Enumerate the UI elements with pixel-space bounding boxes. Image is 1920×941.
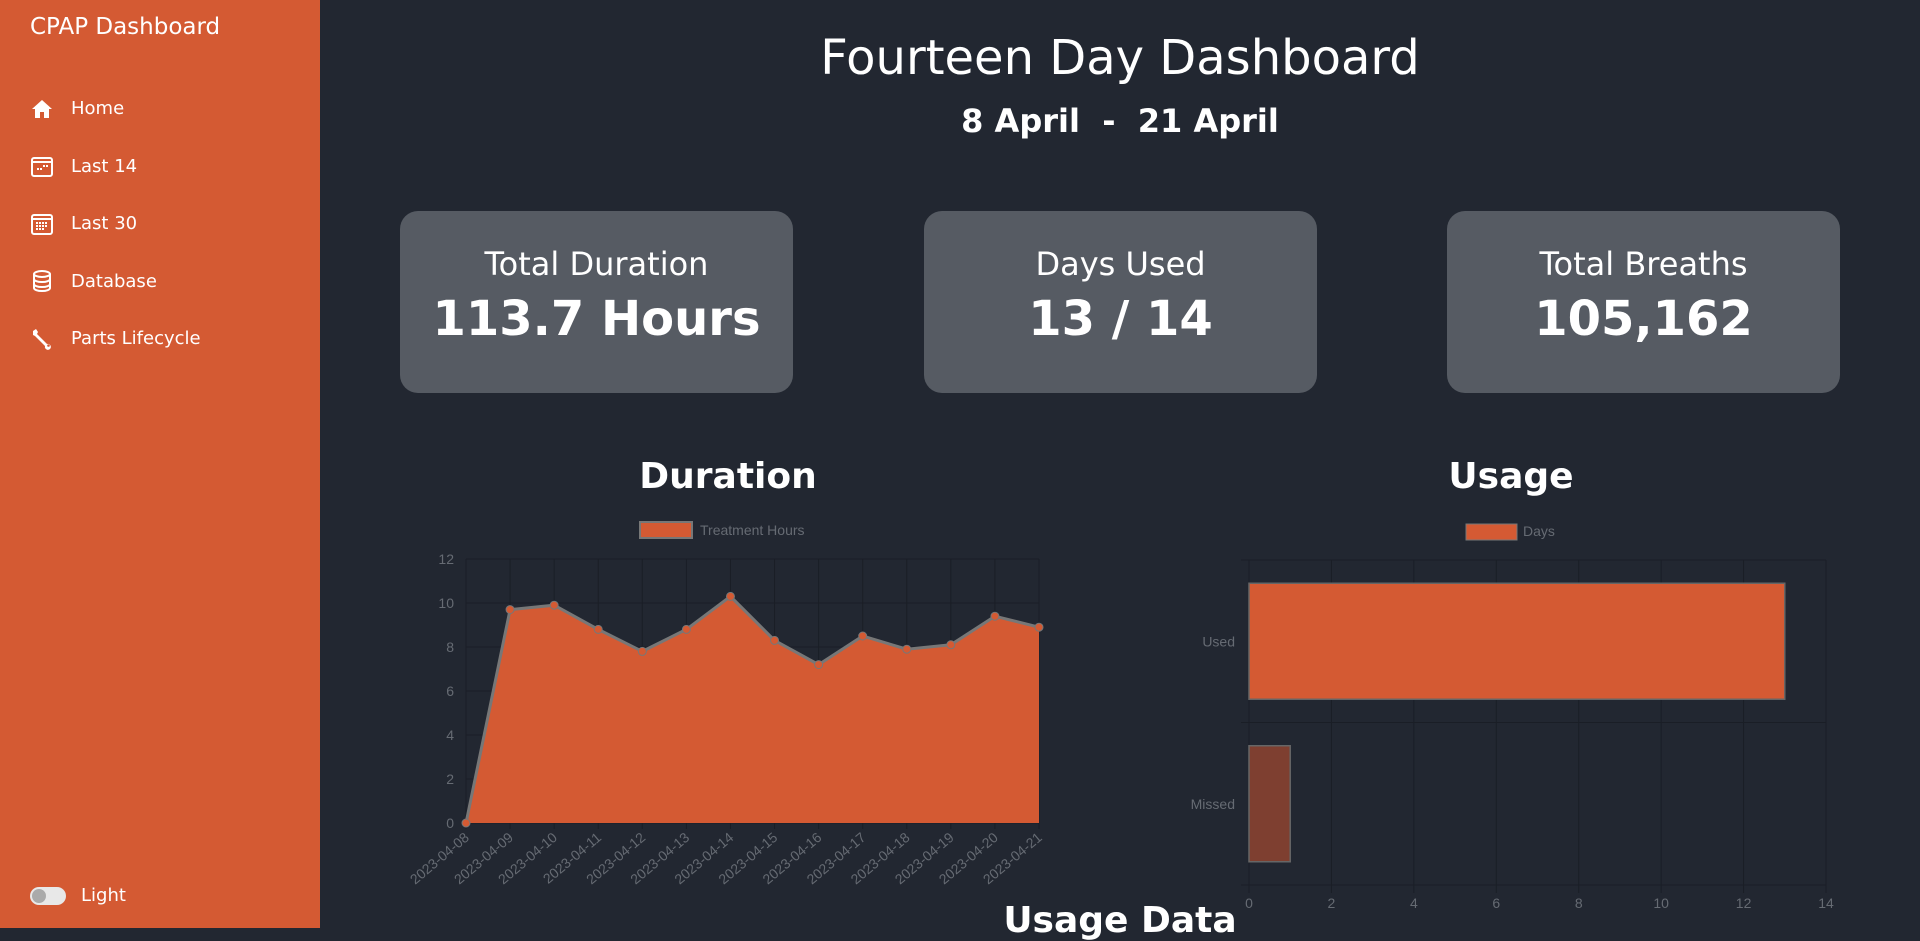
card-total-breaths: Total Breaths 105,162: [1447, 211, 1840, 393]
duration-chart-title: Duration: [639, 456, 817, 497]
sidebar-item-last-30[interactable]: Last 30: [30, 195, 201, 253]
card-days-used: Days Used 13 / 14: [924, 211, 1317, 393]
sidebar-item-last-14[interactable]: Last 14: [30, 138, 201, 196]
sidebar-item-parts-lifecycle[interactable]: Parts Lifecycle: [30, 310, 201, 368]
sidebar-item-label: Last 14: [71, 155, 138, 177]
card-total-duration: Total Duration 113.7 Hours: [400, 211, 793, 393]
card-value: 105,162: [1534, 291, 1753, 347]
card-label: Total Duration: [484, 245, 709, 283]
sidebar-item-label: Database: [71, 270, 157, 292]
calendar-week-icon: [31, 157, 53, 178]
sidebar-item-home[interactable]: Home: [30, 80, 201, 138]
card-value: 113.7 Hours: [432, 291, 761, 347]
card-label: Total Breaths: [1539, 245, 1748, 283]
usage-data-heading: Usage Data: [1003, 900, 1237, 941]
main-content: Fourteen Day Dashboard 8 April - 21 Apri…: [320, 0, 1920, 941]
toggle-switch[interactable]: [30, 886, 66, 905]
card-label: Days Used: [1035, 245, 1206, 283]
page-title: Fourteen Day Dashboard: [820, 30, 1420, 86]
theme-toggle-label: Light: [81, 885, 126, 906]
sidebar-item-label: Parts Lifecycle: [71, 328, 201, 350]
sidebar-item-database[interactable]: Database: [30, 253, 201, 311]
sidebar-item-label: Last 30: [71, 213, 138, 235]
sidebar: CPAP Dashboard Home Last 14 Last 30 Data…: [0, 0, 320, 928]
wrench-icon: [33, 328, 51, 350]
theme-toggle[interactable]: Light: [30, 885, 126, 906]
sidebar-item-label: Home: [71, 98, 125, 120]
nav-menu: Home Last 14 Last 30 Database Parts Life…: [30, 80, 201, 368]
database-icon: [33, 270, 51, 293]
brand-title[interactable]: CPAP Dashboard: [30, 14, 221, 40]
home-icon: [32, 99, 52, 118]
calendar-month-icon: [31, 213, 53, 235]
card-value: 13 / 14: [1028, 291, 1213, 347]
usage-chart-title: Usage: [1448, 456, 1574, 497]
date-range: 8 April - 21 April: [961, 102, 1279, 140]
